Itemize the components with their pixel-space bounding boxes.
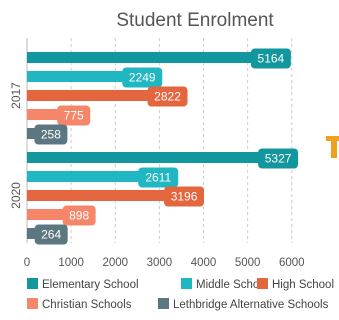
bar-2017-3[interactable] (27, 109, 62, 120)
bar-2017-1[interactable] (27, 71, 127, 82)
x-tick-label-2000: 2000 (102, 257, 128, 269)
partial-logo-graphic (326, 136, 339, 158)
data-label-2017-4: 258 (27, 124, 68, 145)
data-label-2020-4: 264 (27, 224, 68, 245)
legend-swatch-2 (257, 278, 268, 289)
legend-label-2: High School (272, 279, 334, 291)
legend-swatch-1 (181, 278, 192, 289)
legend-item-0[interactable]: Elementary School (27, 278, 139, 291)
x-axis-ticks: 0 1000 2000 3000 4000 5000 6000 (24, 257, 305, 269)
gridlines (26, 38, 293, 243)
x-tick-label-3000: 3000 (147, 257, 173, 269)
svg-text:258: 258 (41, 128, 61, 142)
legend-item-2[interactable]: High School (257, 278, 334, 291)
category-labels: 2017 2020 (9, 82, 23, 209)
svg-text:2611: 2611 (145, 171, 171, 185)
category-label-2020: 2020 (9, 182, 23, 209)
bar-2017-2[interactable] (27, 90, 152, 101)
data-label-2017-2: 2822 (140, 86, 188, 107)
svg-text:2249: 2249 (129, 71, 156, 85)
category-label-2017: 2017 (9, 82, 23, 109)
x-tick-label-5000: 5000 (235, 257, 261, 269)
x-tick-label-0: 0 (24, 257, 30, 269)
legend-swatch-3 (27, 298, 38, 309)
svg-text:264: 264 (41, 228, 61, 242)
legend-label-1: Middle School (196, 279, 268, 291)
data-label-2017-0: 5164 (243, 48, 291, 69)
data-label-2020-2: 3196 (157, 186, 205, 207)
legend[interactable]: Elementary School Middle School High Schoo… (27, 278, 334, 311)
bar-2017-0[interactable] (27, 52, 255, 63)
legend-item-4[interactable]: Lethbridge Alternative Schools (158, 298, 329, 311)
x-tick-label-6000: 6000 (279, 257, 305, 269)
data-label-2017-1: 2249 (115, 67, 163, 88)
bar-2020-2[interactable] (27, 190, 169, 201)
legend-label-4: Lethbridge Alternative Schools (173, 299, 329, 311)
data-label-2020-0: 5327 (251, 148, 299, 169)
bar-2020-1[interactable] (27, 171, 143, 182)
data-label-2020-3: 898 (55, 205, 96, 226)
x-tick-label-4000: 4000 (191, 257, 217, 269)
legend-item-3[interactable]: Christian Schools (27, 298, 132, 311)
data-label-2017-3: 775 (50, 105, 91, 126)
svg-text:898: 898 (69, 209, 89, 223)
svg-text:775: 775 (64, 109, 84, 123)
data-label-2020-1: 2611 (131, 167, 179, 188)
bar-2020-3[interactable] (27, 209, 67, 220)
legend-label-0: Elementary School (42, 279, 139, 291)
svg-text:3196: 3196 (171, 190, 198, 204)
legend-swatch-4 (158, 298, 169, 309)
legend-item-1[interactable]: Middle School (181, 278, 268, 291)
legend-swatch-0 (27, 278, 38, 289)
bar-2020-0[interactable] (27, 152, 263, 163)
legend-label-3: Christian Schools (42, 299, 132, 311)
svg-text:2822: 2822 (154, 90, 181, 104)
svg-text:5164: 5164 (258, 52, 285, 66)
x-tick-label-1000: 1000 (58, 257, 84, 269)
svg-text:5327: 5327 (265, 152, 292, 166)
chart-title: Student Enrolment (116, 10, 274, 31)
